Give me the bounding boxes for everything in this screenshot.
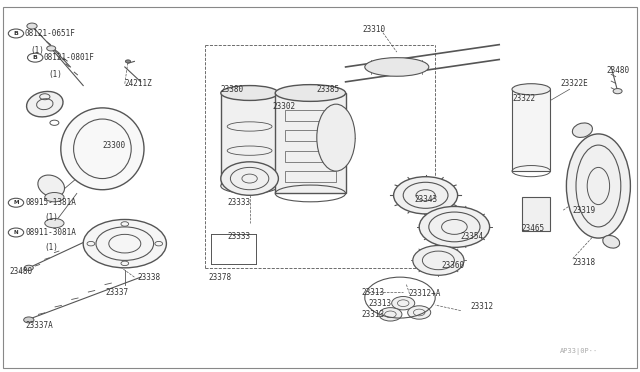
Text: 23318: 23318 — [573, 258, 596, 267]
Bar — [275, 93, 346, 193]
Text: (1): (1) — [31, 46, 45, 55]
Text: 23337A: 23337A — [26, 321, 53, 330]
Text: M: M — [13, 200, 19, 205]
Ellipse shape — [365, 58, 429, 76]
Circle shape — [392, 296, 415, 310]
Ellipse shape — [275, 85, 346, 102]
Text: 23322: 23322 — [512, 94, 535, 103]
Ellipse shape — [45, 193, 64, 202]
Circle shape — [413, 246, 464, 275]
Bar — [285, 171, 336, 182]
Text: 23312+A: 23312+A — [408, 289, 441, 298]
Text: 23354: 23354 — [461, 232, 484, 241]
Text: 23343: 23343 — [415, 195, 438, 203]
Circle shape — [221, 162, 278, 195]
Text: 23322E: 23322E — [560, 79, 588, 88]
Text: 08121-0651F: 08121-0651F — [24, 29, 75, 38]
Text: 23465: 23465 — [522, 224, 545, 233]
Text: 23313: 23313 — [362, 288, 385, 296]
Bar — [285, 110, 336, 121]
Bar — [221, 93, 278, 186]
Bar — [285, 151, 336, 162]
Circle shape — [125, 60, 131, 63]
Text: AP33|0P··: AP33|0P·· — [560, 348, 598, 355]
Circle shape — [613, 89, 622, 94]
Text: 23319: 23319 — [573, 206, 596, 215]
Text: 23333: 23333 — [227, 232, 250, 241]
Text: 23302: 23302 — [272, 102, 295, 110]
Circle shape — [27, 23, 37, 29]
Text: 08911-3081A: 08911-3081A — [26, 228, 76, 237]
Circle shape — [419, 206, 490, 247]
Text: 23385: 23385 — [317, 85, 340, 94]
Text: 23360: 23360 — [442, 262, 465, 270]
Circle shape — [47, 46, 56, 51]
Circle shape — [394, 177, 458, 214]
Text: 23480: 23480 — [607, 66, 630, 75]
Text: 23333: 23333 — [227, 198, 250, 207]
Ellipse shape — [566, 134, 630, 238]
Text: B: B — [13, 31, 19, 36]
Ellipse shape — [45, 219, 64, 228]
Ellipse shape — [38, 175, 65, 197]
Text: 23300: 23300 — [102, 141, 125, 150]
Ellipse shape — [61, 108, 144, 190]
Text: 23378: 23378 — [208, 273, 231, 282]
Text: 23337: 23337 — [106, 288, 129, 296]
Text: (1): (1) — [48, 70, 62, 79]
Text: 23313: 23313 — [368, 299, 391, 308]
Text: (1): (1) — [45, 243, 59, 252]
Ellipse shape — [572, 123, 593, 137]
Circle shape — [408, 306, 431, 319]
Text: N: N — [13, 230, 19, 235]
Text: (1): (1) — [45, 213, 59, 222]
Text: 23310: 23310 — [363, 25, 386, 34]
Bar — [285, 130, 336, 141]
Circle shape — [24, 265, 33, 270]
Text: 23480: 23480 — [10, 267, 33, 276]
Ellipse shape — [221, 179, 278, 193]
Ellipse shape — [317, 104, 355, 171]
Circle shape — [24, 317, 34, 323]
Text: 23312: 23312 — [470, 302, 493, 311]
Ellipse shape — [27, 92, 63, 117]
Text: 08121-0801F: 08121-0801F — [44, 53, 94, 62]
Ellipse shape — [512, 84, 550, 95]
Circle shape — [83, 219, 166, 268]
Ellipse shape — [221, 86, 278, 100]
Bar — [522, 197, 550, 231]
Ellipse shape — [603, 235, 620, 248]
Text: 23313: 23313 — [362, 310, 385, 319]
Text: 23338: 23338 — [138, 273, 161, 282]
Bar — [512, 89, 550, 171]
Text: B: B — [33, 55, 38, 60]
Circle shape — [379, 308, 402, 321]
Text: 24211Z: 24211Z — [125, 79, 152, 88]
Text: 23380: 23380 — [221, 85, 244, 94]
Text: 08915-1381A: 08915-1381A — [26, 198, 76, 207]
